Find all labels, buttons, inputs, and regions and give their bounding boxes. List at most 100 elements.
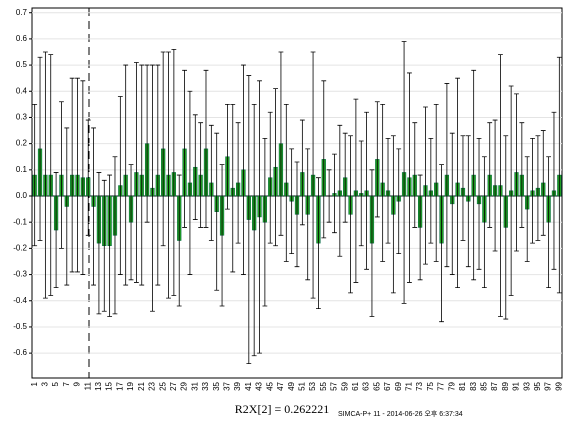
error-bar [117,96,123,275]
x-tick-label: 65 [372,381,381,390]
error-bar [214,132,220,291]
error-bar [364,111,370,270]
footer: SIMCA-P+ 11 - 2014-06-26 오후 6:37:34 [338,410,463,418]
error-bar [396,148,402,255]
error-bar [289,148,295,255]
x-tick-label: 71 [405,381,414,390]
error-bar [316,177,321,310]
error-bar [358,140,364,247]
error-bar [53,172,59,289]
error-bar [278,51,284,236]
error-bar [310,51,316,299]
x-tick-label: 75 [426,381,435,390]
x-tick-label: 43 [255,381,264,390]
error-bar [519,122,525,228]
error-bar [428,138,434,244]
error-bar [230,103,236,273]
error-bar [508,85,514,296]
error-bar [267,111,273,244]
error-bar [412,122,418,228]
error-bar [69,77,75,273]
error-bar [235,122,241,244]
annotation: R2X[2] = 0.262221 [235,402,329,416]
x-tick-label: 53 [308,381,317,390]
error-bar [192,114,198,220]
error-bar [160,51,166,247]
x-tick-label: 85 [479,381,488,390]
error-bar [342,132,348,223]
error-bar [198,122,204,228]
error-bar [251,103,257,357]
x-tick-label: 93 [522,381,531,390]
x-tick-label: 83 [469,381,478,390]
error-bar [369,169,375,317]
error-bar [166,51,171,299]
error-bar [465,135,471,268]
x-tick-label: 95 [533,381,542,390]
x-tick-label: 5 [51,381,60,386]
error-bar [139,64,145,286]
x-tick-label: 69 [394,381,403,390]
error-bar [59,101,64,249]
error-bar [433,103,439,262]
error-bar [401,41,407,304]
error-bar [48,54,54,296]
error-bar [85,119,91,236]
x-tick-label: 63 [362,381,371,390]
error-bar [390,135,396,294]
x-tick-label: 67 [383,381,392,390]
error-bar [444,83,450,268]
error-bar [471,69,477,281]
error-bar [176,174,182,307]
y-tick-label: 0.5 [16,60,28,69]
error-bar [299,119,305,226]
x-tick-label: 17 [115,381,124,390]
y-tick-label: -0.6 [13,348,27,357]
error-bar [546,156,552,289]
x-tick-label: 3 [40,381,49,386]
x-tick-label: 23 [148,381,157,390]
x-tick-label: 99 [554,381,563,390]
error-bar [246,75,252,364]
error-bar [155,64,161,286]
y-tick-label: 0.4 [16,86,28,95]
error-bar [150,64,155,312]
error-bar [449,132,455,275]
error-bar [514,93,519,252]
error-bar [503,135,509,320]
error-bar [101,179,107,312]
x-tick-label: 81 [458,381,467,390]
error-bar [112,156,118,315]
error-bar [171,48,177,296]
x-tick-label: 13 [94,381,103,390]
x-tick-label: 97 [544,381,553,390]
error-bar [385,138,391,244]
error-bar [128,164,134,281]
error-bar [556,56,562,294]
x-tick-label: 61 [351,381,360,390]
y-tick-label: 0.6 [16,34,28,43]
x-tick-label: 73 [415,381,424,390]
x-tick-label: 55 [319,381,328,390]
error-bar [487,122,493,228]
error-bar [208,124,214,241]
error-bar [423,106,428,265]
x-tick-label: 35 [212,381,221,390]
error-bar [273,88,278,247]
error-bar [224,103,230,210]
y-tick-label: -0.1 [13,217,27,226]
x-tick-label: 79 [447,381,456,390]
x-tick-label: 39 [233,381,242,390]
error-bar [182,69,187,228]
error-bar [96,172,102,315]
error-bar [481,156,487,289]
error-bar [75,77,80,273]
x-tick-label: 87 [490,381,499,390]
error-bar [476,138,482,270]
error-bar [407,72,412,283]
error-bar [530,138,535,244]
error-bar [321,80,327,239]
error-bar [203,69,209,228]
x-tick-label: 11 [83,381,92,390]
